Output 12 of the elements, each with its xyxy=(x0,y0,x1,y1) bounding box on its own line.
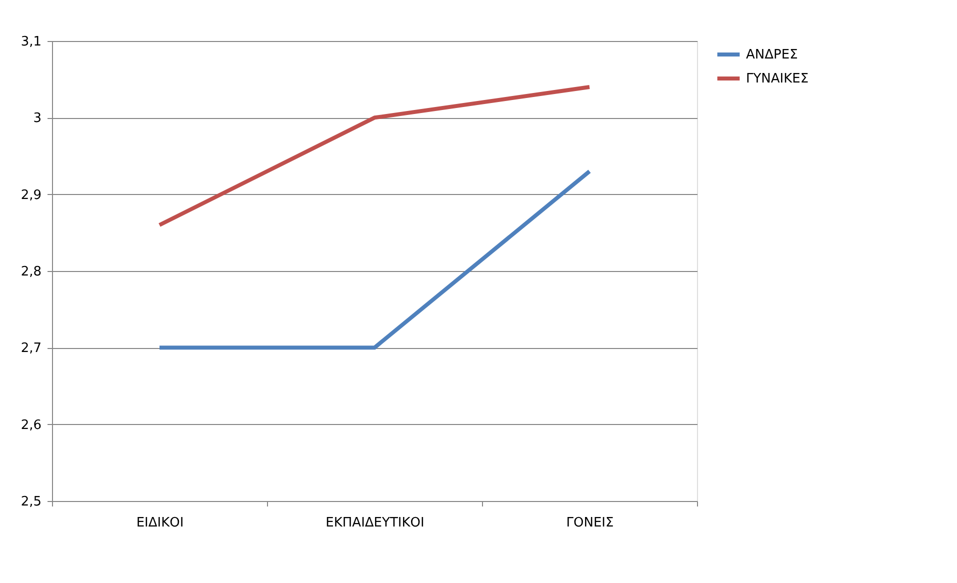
x-tick-label: ΓΟΝΕΙΣ xyxy=(566,516,614,530)
y-tick-label: 3 xyxy=(33,111,42,126)
y-tick-label: 2,6 xyxy=(20,418,42,433)
legend-label: ΓΥΝΑΙΚΕΣ xyxy=(746,72,809,86)
x-tick-label: ΕΚΠΑΙΔΕΥΤΙΚΟΙ xyxy=(326,516,424,530)
y-tick-label: 3,1 xyxy=(20,34,42,50)
y-tick-label: 2,8 xyxy=(20,264,42,280)
x-tick-label: ΕΙΔΙΚΟΙ xyxy=(136,516,184,530)
y-tick-label: 2,9 xyxy=(20,188,42,203)
legend-label: ΑΝΔΡΕΣ xyxy=(746,48,798,62)
y-tick-label: 2,5 xyxy=(20,494,42,510)
y-tick-label: 2,7 xyxy=(20,341,42,356)
